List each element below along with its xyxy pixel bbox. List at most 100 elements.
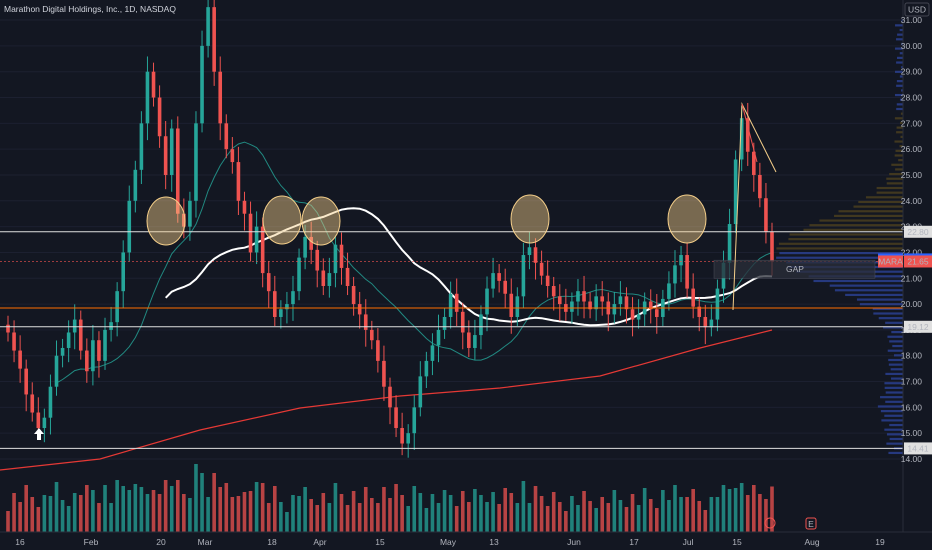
volume-bar [509,493,514,532]
candle-body [497,273,501,281]
profile-bar [876,191,903,194]
profile-bar [856,298,903,301]
candle-body [206,7,210,46]
profile-bar [889,172,903,176]
volume-bar [321,493,326,532]
profile-bar [880,396,903,399]
volume-bar [24,485,28,532]
profile-bar [834,289,903,292]
time-tick: Jun [567,537,581,547]
volume-bar [661,490,665,532]
time-tick: 16 [15,537,25,547]
time-tick: May [440,537,457,547]
candle-body [503,280,508,294]
candle-body [600,296,605,302]
candle-body [485,288,489,315]
candle-body [691,288,695,307]
candle-body [175,128,180,214]
volume-bar [594,508,598,532]
volume-bar [272,486,277,532]
candle-body [733,159,738,225]
candle-body [557,296,562,305]
candle-body [357,304,362,315]
candle-body [430,345,435,361]
candle-body [509,293,514,317]
profile-bar [887,349,903,352]
resistance-circle [667,194,707,244]
price-tick: 30.00 [901,41,923,51]
profile-bar [896,131,903,134]
volume-bar [485,502,489,532]
level-14.41: 14.41 [907,443,929,453]
volume-bar [551,492,556,532]
volume-bar [345,505,350,532]
profile-bar [889,423,903,427]
volume-bar [454,506,459,532]
candle-body [618,296,623,305]
volume-bars [6,464,774,532]
volume-bar [539,496,544,532]
volume-bar [564,511,568,532]
volume-bar [260,483,265,532]
candle-body [727,224,732,263]
candle-body [515,296,520,317]
volume-bar [309,499,313,532]
time-tick: 15 [375,537,385,547]
candle-body [85,350,89,372]
profile-bar [877,405,903,408]
volume-bar [557,502,562,532]
candle-body [442,316,447,330]
volume-bar [612,490,617,532]
volume-bar [91,490,95,532]
volume-bar [351,491,356,532]
candle-body [121,252,126,292]
volume-bar [491,492,495,532]
profile-bar [896,103,903,106]
volume-bar [606,503,611,532]
candle-body [654,309,659,317]
volume-bar [279,502,283,532]
volume-bar [163,480,168,532]
volume-bar [12,493,16,532]
candle-body [127,200,132,253]
volume-bar [570,496,574,532]
profile-bar [858,200,903,204]
price-tick: 17.00 [901,377,923,387]
candle-body [624,296,629,310]
candle-body [376,340,380,361]
candle-body [48,386,53,418]
volume-bar [36,507,41,532]
candle-body [133,169,138,201]
candle-body [473,335,477,348]
candle-body [612,304,617,315]
profile-bar [895,168,903,171]
volume-bar [424,508,429,532]
candle-body [533,247,538,263]
volume-bar [339,494,344,532]
time-tick: 13 [489,537,499,547]
candle-body [18,350,22,369]
candle-body [588,301,592,310]
volume-bar [370,498,374,532]
profile-bar [901,42,903,46]
price-tick: 27.00 [901,118,923,128]
volume-bar [291,495,295,532]
volume-bar [436,503,441,532]
earnings-marker-icon[interactable] [805,517,817,530]
volume-bar [406,506,410,532]
dividend-marker-icon[interactable] [764,517,776,529]
level-14.41-bg [904,442,932,455]
profile-bar [803,228,903,231]
currency-badge[interactable] [904,2,930,17]
time-axis[interactable]: 16 Feb 20 Mar 18 Apr 15 May 13 Jun 17 Jul 15 Aug 19 [15,537,885,547]
candle-body [151,71,156,98]
volume-bar [297,496,301,532]
level-22.80-bg [904,225,932,238]
profile-bar [885,372,903,376]
volume-bar [697,501,702,532]
price-axis[interactable]: 14.0015.0016.0017.0018.0019.0020.0021.00… [901,15,923,464]
volume-bar [521,481,526,532]
level-19.12: 19.12 [907,322,929,332]
